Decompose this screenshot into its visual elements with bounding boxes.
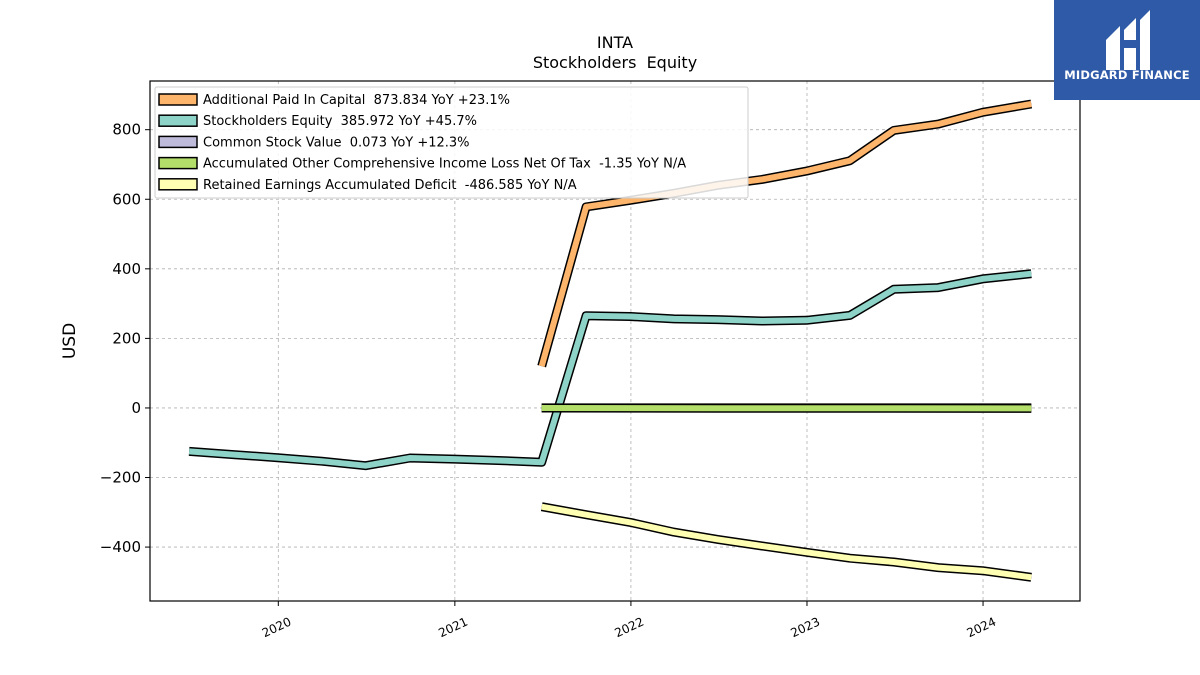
chart-subtitle: Stockholders Equity	[533, 53, 697, 72]
legend-swatch	[158, 93, 198, 106]
x-tick-label: 2020	[260, 615, 294, 641]
series-line-2	[188, 269, 1032, 471]
x-tick-label: 2021	[436, 615, 470, 641]
series-line-1	[537, 99, 1033, 368]
legend-swatch	[158, 156, 198, 170]
series-stroke	[541, 503, 1032, 581]
legend-item: Common Stock Value 0.073 YoY +12.3%	[158, 135, 470, 150]
legend-swatch	[158, 135, 198, 149]
x-tick-label: 2023	[788, 615, 822, 641]
legend-label: Accumulated Other Comprehensive Income L…	[203, 157, 686, 172]
legend-label: Additional Paid In Capital 873.834 YoY +…	[203, 93, 510, 108]
y-tick-label: −400	[100, 538, 141, 556]
y-tick-label: 800	[112, 121, 141, 139]
y-tick-label: 600	[112, 190, 141, 208]
legend-item: Stockholders Equity 385.972 YoY +45.7%	[158, 114, 477, 129]
series-lines	[188, 99, 1033, 582]
series-outline	[188, 269, 1032, 471]
y-tick-label: 0	[131, 399, 141, 417]
legend-item: Additional Paid In Capital 873.834 YoY +…	[158, 93, 510, 108]
legend-item: Accumulated Other Comprehensive Income L…	[158, 156, 686, 172]
legend-swatch	[158, 114, 198, 127]
x-tick-label: 2024	[965, 615, 999, 641]
brand-mark-icon	[1106, 10, 1150, 70]
y-tick-label: −200	[100, 469, 141, 487]
y-tick-label: 400	[112, 260, 141, 278]
legend-label: Stockholders Equity 385.972 YoY +45.7%	[203, 114, 477, 129]
legend: Additional Paid In Capital 873.834 YoY +…	[154, 86, 749, 199]
legend-label: Common Stock Value 0.073 YoY +12.3%	[203, 135, 470, 150]
plot-frame	[149, 80, 1081, 602]
legend-box	[154, 86, 749, 199]
series-line-5	[540, 502, 1032, 582]
series-stroke	[538, 101, 1032, 368]
y-axis-label: USD	[60, 323, 80, 359]
legend-swatch	[158, 178, 198, 191]
y-tick-label: 200	[112, 329, 141, 347]
legend-label: Retained Earnings Accumulated Deficit -4…	[203, 178, 577, 193]
chart-title: INTA	[597, 33, 633, 52]
brand-logo: MIDGARD FINANCE	[1054, 0, 1200, 100]
legend-item: Retained Earnings Accumulated Deficit -4…	[158, 178, 577, 193]
x-tick-label: 2022	[612, 615, 646, 641]
brand-name: MIDGARD FINANCE	[1064, 68, 1190, 82]
series-stroke	[188, 270, 1032, 469]
